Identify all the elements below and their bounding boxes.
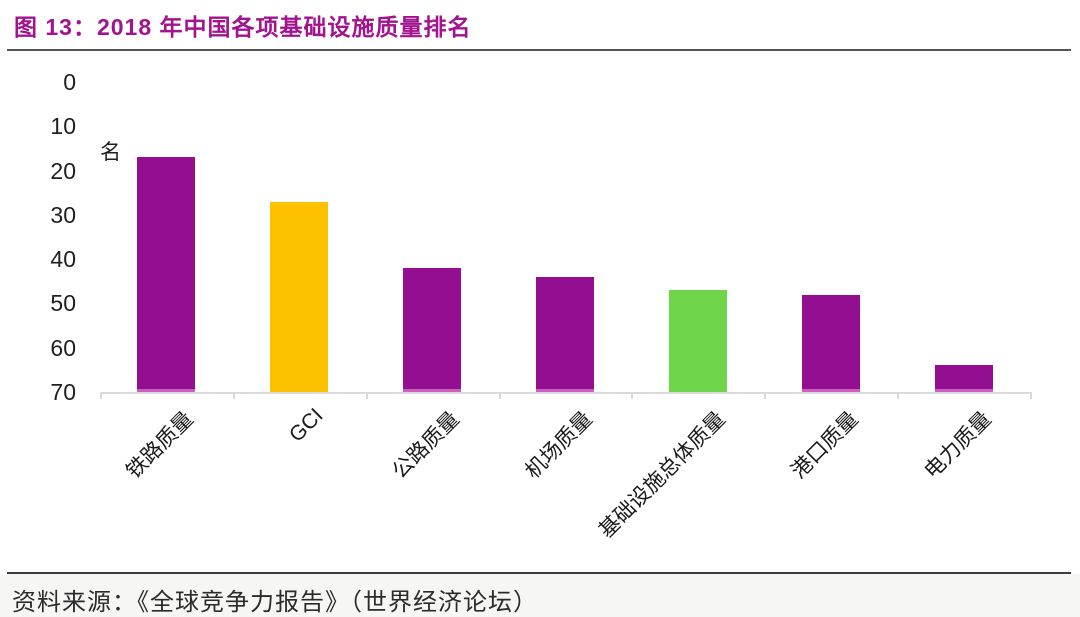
x-axis-category-label: 机场质量 <box>521 407 597 484</box>
chart-title: 图 13：2018 年中国各项基础设施质量排名 <box>14 14 472 40</box>
bar-bottom-stripe <box>934 388 993 392</box>
bar-bottom-stripe <box>801 388 860 392</box>
x-axis-tick-mark <box>100 392 102 399</box>
bar-公路质量 <box>403 268 462 392</box>
x-axis-category-label: 公路质量 <box>388 407 464 484</box>
y-axis-tick-label: 30 <box>50 201 76 228</box>
bar-铁路质量 <box>137 157 196 392</box>
x-axis-tick-mark <box>764 392 767 399</box>
bar-GCI <box>270 201 329 392</box>
x-axis-category-label: 铁路质量 <box>122 407 199 484</box>
y-axis-tick-label: 50 <box>50 290 76 317</box>
y-axis-tick-label: 0 <box>63 69 76 95</box>
x-axis-tick-mark <box>365 392 368 399</box>
y-axis-tick-label: 10 <box>50 113 76 140</box>
x-axis-category-label: 电力质量 <box>919 407 996 484</box>
x-axis-tick-mark <box>232 392 235 399</box>
bar-电力质量 <box>934 365 993 392</box>
y-axis-tick-label: 60 <box>50 334 76 361</box>
bar-港口质量 <box>801 294 860 392</box>
bar-chart: 名 0 10 20 30 40 50 60 70 铁路质量 GCI 公路质量 机场质量 基础设施总体质量… <box>0 52 1080 572</box>
source-note: 资料来源：《全球竞争力报告》（世界经济论坛） <box>12 590 538 616</box>
x-axis-tick-mark <box>498 392 501 399</box>
bar-bottom-stripe <box>536 388 594 392</box>
bar-机场质量 <box>536 276 594 392</box>
x-axis-tick-mark <box>631 392 634 399</box>
y-axis-unit-label: 名 <box>100 141 121 164</box>
y-axis-tick-label: 40 <box>50 246 76 273</box>
title-divider-line <box>7 49 1071 51</box>
x-axis-category-label: 基础设施总体质量 <box>594 407 730 543</box>
x-axis-tick-mark <box>897 392 900 399</box>
footer-divider-line <box>7 572 1071 574</box>
bar-基础设施总体质量 <box>668 290 727 392</box>
y-axis-tick-label: 20 <box>50 157 76 184</box>
x-axis-category-label: 港口质量 <box>786 407 863 484</box>
x-axis-category-label: GCI <box>284 404 328 447</box>
y-axis-tick-label: 70 <box>50 379 76 405</box>
x-axis-line <box>100 392 1032 394</box>
bar-bottom-stripe <box>137 388 196 392</box>
bar-bottom-stripe <box>403 389 462 392</box>
x-axis-tick-mark <box>1030 392 1032 399</box>
footer: 资料来源：《全球竞争力报告》（世界经济论坛） <box>0 574 1080 617</box>
